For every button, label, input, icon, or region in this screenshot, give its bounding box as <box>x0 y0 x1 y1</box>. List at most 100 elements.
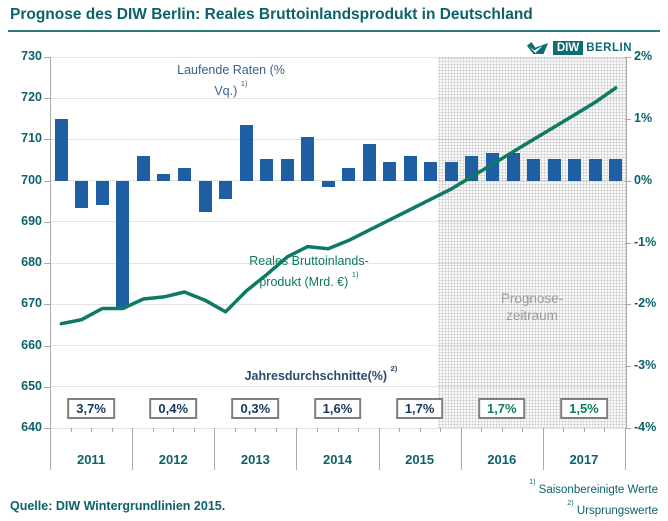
line-series-label-line1: Reales Bruttoinlands- <box>249 254 369 268</box>
forecast-region-label: Prognose- zeitraum <box>501 290 563 324</box>
bar-2013-Q3 <box>260 159 274 181</box>
x-axis-year-label-2011: 2011 <box>76 452 106 467</box>
right-axis-tick-label--4pct: -4% <box>634 420 657 434</box>
annual-average-box-2014: 1,6% <box>313 398 362 419</box>
right-axis-tick-label-2pct: 2% <box>634 49 653 63</box>
right-axis-tickmark-3 <box>625 242 631 244</box>
right-axis-tick-label-0pct: 0% <box>634 172 653 187</box>
gdp-line <box>59 86 618 326</box>
title-underline <box>8 30 660 32</box>
gridline-710 <box>51 138 626 140</box>
right-axis-tick-label--2pct: -2% <box>634 296 657 311</box>
annual-average-box-2015: 1,7% <box>395 398 444 419</box>
line-series-label: Reales Bruttoinlands- produkt (Mrd. €) 1… <box>249 253 369 291</box>
bar-series-label-footnote-ref: 1) <box>240 79 248 89</box>
bar-2014-Q3 <box>342 168 356 181</box>
quarter-tick-13 <box>316 428 318 432</box>
left-axis-tickmark-730 <box>44 57 50 58</box>
logo-berlin-text: BERLIN <box>586 42 632 54</box>
x-axis-year-label-2014: 2014 <box>323 452 352 467</box>
quarter-tick-14 <box>337 428 339 432</box>
left-axis-tickmark-670 <box>44 304 50 306</box>
bar-2016-Q2 <box>486 152 500 181</box>
plot-area: Laufende Raten (% Vq.) 1) Reales Bruttoi… <box>50 56 627 429</box>
annual-average-box-2016: 1,7% <box>477 398 526 419</box>
bar-2013-Q1 <box>219 180 233 200</box>
annual-averages-label-text: Jahresdurchschnitte(%) <box>244 369 391 384</box>
bar-2015-Q2 <box>403 155 417 181</box>
left-axis-tick-label-730: 730 <box>21 49 42 63</box>
right-axis-tickmark-4 <box>625 304 631 306</box>
footnote-saisonbereinigte-werte: 1) Saisonbereinigte Werte <box>529 478 658 499</box>
left-axis-tick-label-660: 660 <box>21 337 42 352</box>
quarter-tick-23 <box>522 428 524 432</box>
left-axis-tick-label-720: 720 <box>21 90 42 105</box>
quarter-tick-7 <box>193 428 195 432</box>
gridline-650 <box>51 386 626 388</box>
x-axis-year-label-2013: 2013 <box>240 452 270 467</box>
left-axis-tickmark-660 <box>44 345 50 347</box>
footnote-1-text: Saisonbereinigte Werte <box>538 483 658 496</box>
bar-2016-Q4 <box>527 159 541 181</box>
quarter-tick-17 <box>399 428 401 432</box>
footnote-2-marker: 2) <box>567 499 574 508</box>
gridline-700 <box>51 180 626 182</box>
left-axis-tick-label-670: 670 <box>21 296 42 311</box>
bar-series-label: Laufende Raten (% Vq.) 1) <box>177 62 285 100</box>
right-axis-tickmark-6 <box>625 428 631 429</box>
quarter-tick-15 <box>358 428 360 432</box>
bar-series-label-line2: Vq.) <box>214 84 241 99</box>
left-axis-tickmark-690 <box>44 221 50 223</box>
left-axis-tickmark-700 <box>44 180 50 182</box>
bar-2012-Q2 <box>157 174 171 181</box>
line-series-label-footnote-ref: 1) <box>351 270 359 280</box>
gridline-690 <box>51 221 626 223</box>
logo-diw-text: DIW <box>552 41 584 55</box>
annual-average-box-2012: 0,4% <box>149 398 198 419</box>
year-tick-3 <box>296 428 298 470</box>
x-axis-year-label-2017: 2017 <box>569 452 599 467</box>
quarter-tick-9 <box>234 428 236 432</box>
left-axis-tickmark-650 <box>44 386 50 388</box>
left-axis-tick-label-710: 710 <box>21 131 42 146</box>
right-axis-tick-label--1pct: -1% <box>634 234 657 249</box>
left-axis-tick-label-650: 650 <box>21 378 42 393</box>
bar-2017-Q1 <box>547 159 561 181</box>
bar-series-label-line1: Laufende Raten (% <box>177 63 285 77</box>
bar-2015-Q1 <box>383 162 397 181</box>
gridline-720 <box>51 97 626 99</box>
page-title: Prognose des DIW Berlin: Reales Bruttoin… <box>10 6 533 23</box>
gdp-line-chart <box>59 86 618 326</box>
quarter-tick-26 <box>583 428 585 432</box>
left-axis-tickmark-640 <box>44 428 50 429</box>
right-axis-tickmark-0 <box>625 57 631 58</box>
footnote-1-marker: 1) <box>529 478 536 487</box>
left-axis-tickmark-680 <box>44 263 50 265</box>
annual-averages-label: Jahresdurchschnitte(%) 2) <box>244 364 398 384</box>
year-tick-5 <box>460 428 462 470</box>
left-axis-tick-label-700: 700 <box>21 172 42 187</box>
left-axis-tick-label-690: 690 <box>21 213 42 228</box>
bar-2014-Q4 <box>362 143 376 181</box>
quarter-tick-1 <box>70 428 72 432</box>
quarter-tick-11 <box>275 428 277 432</box>
quarter-tick-21 <box>481 428 483 432</box>
year-tick-7 <box>625 428 626 470</box>
bar-2013-Q2 <box>239 125 253 181</box>
bar-2014-Q1 <box>301 137 315 181</box>
quarter-tick-3 <box>111 428 113 432</box>
line-series-label-line2: produkt (Mrd. €) <box>259 275 352 290</box>
year-tick-1 <box>132 428 134 470</box>
footnote-ursprungswerte: 2) Ursprungswerte <box>529 499 658 520</box>
quarter-tick-10 <box>255 428 257 432</box>
diw-berlin-logo: DIW BERLIN <box>526 41 632 55</box>
bar-2013-Q4 <box>280 159 294 181</box>
annual-average-box-2011: 3,7% <box>67 398 115 419</box>
left-axis-tickmark-710 <box>44 139 50 141</box>
quarter-tick-27 <box>604 428 606 432</box>
right-axis-tick-label--3pct: -3% <box>634 358 657 373</box>
bar-2011-Q1 <box>54 118 68 181</box>
source-note: Quelle: DIW Wintergrundlinien 2015. <box>10 499 226 513</box>
diw-check-icon <box>526 41 548 54</box>
